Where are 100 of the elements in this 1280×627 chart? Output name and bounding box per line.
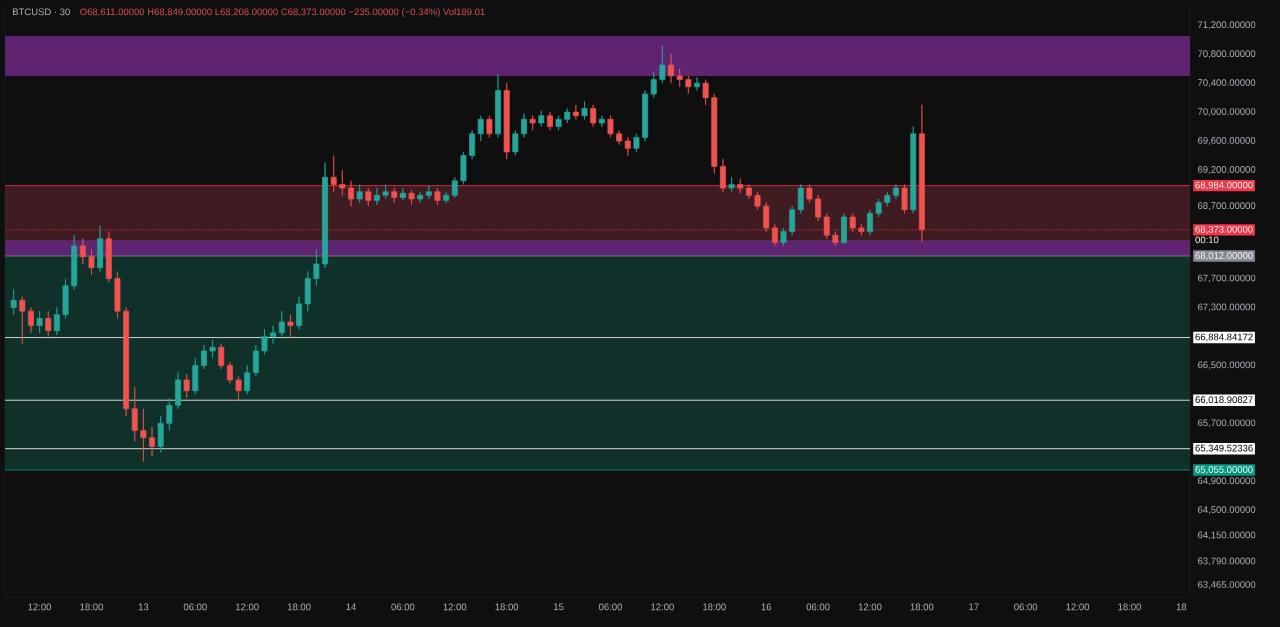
x-tick-label: 06:00 bbox=[183, 603, 207, 611]
y-tick-label: 70,800.00000 bbox=[1198, 50, 1256, 59]
candlestick bbox=[365, 187, 372, 207]
candlestick bbox=[348, 180, 354, 207]
candlestick bbox=[806, 184, 813, 203]
x-tick-label: 18 bbox=[1176, 603, 1187, 611]
candlestick bbox=[10, 289, 17, 316]
candlestick bbox=[711, 93, 718, 174]
x-tick-label: 18:00 bbox=[80, 603, 103, 611]
candlestick bbox=[841, 213, 847, 245]
candlestick bbox=[469, 129, 476, 160]
y-tick-label: 67,700.00000 bbox=[1198, 274, 1256, 283]
candlestick bbox=[322, 162, 328, 269]
candlestick bbox=[572, 104, 579, 120]
candlestick bbox=[313, 249, 320, 287]
candlestick bbox=[815, 194, 822, 222]
candlestick bbox=[676, 68, 683, 88]
candlestick bbox=[694, 77, 700, 91]
candlestick bbox=[149, 426, 155, 457]
y-tick-label: 69,200.00000 bbox=[1198, 166, 1256, 174]
candlestick bbox=[45, 310, 52, 337]
y-tick-label: 64,150.00000 bbox=[1198, 531, 1256, 540]
candlestick bbox=[62, 278, 69, 319]
candlestick bbox=[192, 357, 199, 395]
y-tick-label: 63,790.00000 bbox=[1198, 557, 1256, 566]
ref-line-label: 68,012.00000 bbox=[1195, 252, 1253, 260]
candlestick bbox=[391, 187, 398, 203]
y-tick-label: 65,700.00000 bbox=[1198, 419, 1256, 428]
candlestick bbox=[892, 184, 899, 200]
candlestick bbox=[668, 53, 674, 84]
y-tick-label: 64,900.00000 bbox=[1198, 477, 1256, 486]
candlestick bbox=[408, 189, 415, 206]
candlestick bbox=[789, 205, 796, 236]
candlestick bbox=[434, 187, 441, 206]
candlestick bbox=[79, 238, 86, 265]
candlestick bbox=[157, 415, 164, 453]
x-tick-label: 06:00 bbox=[391, 603, 415, 611]
candlestick bbox=[356, 184, 363, 203]
candlestick bbox=[183, 373, 190, 399]
candlestick bbox=[875, 198, 882, 218]
candlestick bbox=[278, 310, 285, 337]
ref-line-label: 66,884.84172 bbox=[1195, 333, 1253, 342]
candlestick bbox=[460, 151, 467, 185]
candlestick bbox=[745, 184, 752, 200]
candlestick bbox=[339, 169, 346, 196]
candlestick bbox=[607, 115, 614, 138]
candlestick bbox=[858, 223, 865, 236]
x-tick-label: 12:00 bbox=[651, 603, 674, 611]
candlestick bbox=[910, 126, 917, 214]
x-tick-label: 18:00 bbox=[1118, 603, 1141, 611]
candlestick bbox=[226, 361, 233, 384]
x-tick-label: 18:00 bbox=[495, 603, 519, 611]
candlestick bbox=[443, 191, 450, 204]
y-tick-label: 66,500.00000 bbox=[1198, 361, 1256, 370]
x-tick-label: 12:00 bbox=[236, 603, 259, 611]
candlestick bbox=[175, 372, 181, 410]
candlestick bbox=[598, 115, 605, 127]
chart-subtitle: O68,611.00000 H68,849.00000 L68,208.00000 C68,373.00000 −235.00000 (−0.34%) Vol189.01 bbox=[80, 8, 485, 18]
candlestick bbox=[399, 187, 406, 201]
candlestick bbox=[88, 249, 95, 276]
y-tick-label: 67,300.00000 bbox=[1198, 303, 1256, 312]
y-tick-label: 68,700.00000 bbox=[1198, 202, 1256, 211]
candlestick bbox=[287, 314, 294, 338]
x-tick-label: 18:00 bbox=[703, 603, 726, 611]
candlestick bbox=[417, 191, 424, 203]
x-tick-label: 12:00 bbox=[28, 603, 52, 611]
x-tick-label: 16 bbox=[761, 603, 772, 611]
candlestick bbox=[140, 408, 147, 463]
candlestick bbox=[659, 45, 666, 84]
x-tick-label: 12:00 bbox=[443, 603, 467, 611]
candlestick bbox=[797, 184, 804, 214]
ref-line-label: 65,349.52336 bbox=[1195, 444, 1253, 453]
candlestick bbox=[270, 325, 277, 345]
ref-line-label: 66,018.90827 bbox=[1195, 396, 1253, 405]
candlestick bbox=[633, 133, 640, 153]
candlestick bbox=[728, 176, 735, 193]
x-tick-label: 12:00 bbox=[858, 603, 882, 611]
chart-title: BTCUSD · 30 bbox=[12, 8, 70, 16]
candlestick bbox=[702, 79, 709, 106]
candlestick bbox=[616, 129, 623, 146]
y-tick-label: 71,200.00000 bbox=[1198, 21, 1256, 30]
candlestick bbox=[901, 184, 908, 214]
candlestick bbox=[304, 270, 311, 312]
candlestick bbox=[235, 375, 242, 401]
candlestick bbox=[581, 100, 588, 120]
candlestick bbox=[555, 115, 562, 131]
candlestick bbox=[521, 113, 527, 138]
candlestick bbox=[867, 209, 873, 236]
candlestick bbox=[28, 307, 34, 334]
candlestick bbox=[823, 213, 830, 240]
candlestick bbox=[261, 328, 268, 355]
candlestick bbox=[590, 104, 597, 127]
candlestick bbox=[754, 191, 761, 211]
candlestick bbox=[209, 339, 216, 359]
candlestick bbox=[495, 74, 501, 138]
ref-line-label: 65,055.00000 bbox=[1195, 466, 1253, 474]
x-tick-label: 12:00 bbox=[1066, 603, 1090, 611]
x-tick-label: 13 bbox=[138, 603, 149, 611]
candlestick bbox=[650, 71, 657, 98]
candlestick bbox=[642, 90, 649, 142]
